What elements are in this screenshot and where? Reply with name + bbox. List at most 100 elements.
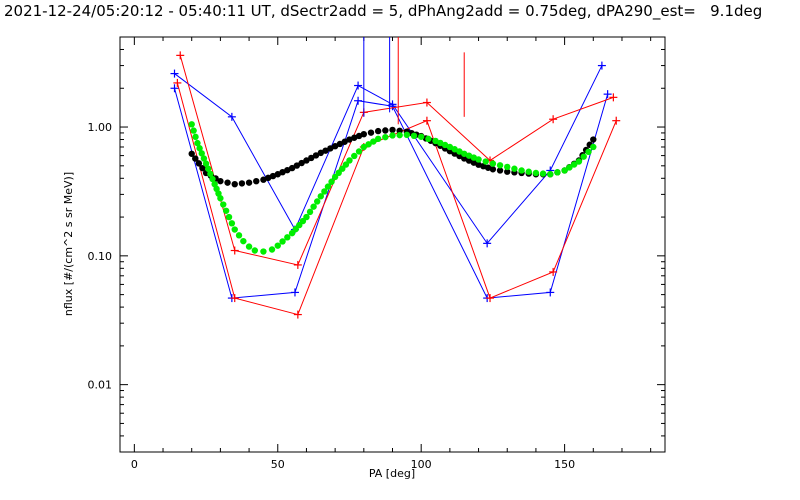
curve-dot [331,142,339,150]
curve-dot [561,167,568,174]
curve-dot [198,150,205,157]
curve-dot [322,147,329,154]
curve-dot [279,238,286,245]
curve-dot [446,143,454,151]
plus-marker [612,116,621,125]
curve-dot [274,171,281,178]
y-axis-ticks: 0.01 0.10 1.00 [88,36,665,453]
curve-dot [298,159,305,167]
curve-dot [425,135,432,143]
curve-dot [456,152,463,160]
curve-dot [314,198,321,205]
plus-marker [354,96,363,105]
curve-dot [253,177,260,185]
curve-dot [470,159,477,166]
series-blue-1 [170,84,612,303]
curve-dot [341,138,348,145]
curve-dot [590,136,597,143]
curve-dot [465,157,473,164]
curve-dot [217,195,224,202]
curve-dot [590,143,597,151]
curve-dot [370,138,377,145]
plus-marker [483,239,492,248]
plus-marker [290,288,299,297]
curve-dot [518,167,525,174]
curve-dot [461,155,468,162]
plus-marker [549,115,558,124]
curve-dot [511,165,518,172]
plus-marker [293,310,302,319]
plus-marker [230,246,239,255]
curve-dot [205,165,212,172]
curve-dot [192,155,199,162]
curve-dot [188,150,195,157]
curve-dot [245,179,253,186]
curve-dot [504,168,511,175]
curve-dot [188,121,195,128]
curve-dot [374,127,382,135]
curve-dot [308,154,315,162]
curve-dot [575,158,583,165]
plus-marker [546,288,555,297]
plus-marker [597,61,606,70]
plus-marker [293,260,302,269]
curve-dot [566,164,573,171]
plus-marker [170,69,179,78]
chart-title: 2021-12-24/05:20:12 - 05:40:11 UT, dSect… [4,2,763,20]
curve-dot [389,132,396,139]
series-red-2 [176,51,618,269]
curve-dot [303,213,310,221]
x-tick-label: 50 [271,458,285,471]
curve-dot [194,139,201,147]
series-line [179,55,614,266]
curve-dot [293,162,301,169]
curve-dot [196,145,203,152]
curve-dot [456,148,463,155]
curve-dot [279,168,286,176]
curve-dot [202,160,210,167]
curve-dot [284,234,291,241]
curve-dot [346,157,353,164]
curve-dot [451,146,458,153]
curve-dot [432,137,439,145]
plus-marker [176,51,185,60]
plus-marker [230,294,239,303]
curve-dot [238,180,246,187]
curve-dot [220,201,227,208]
curve-dot [327,145,334,152]
curve-dot [228,220,236,227]
curve-dot [224,179,231,186]
series-layer [170,37,621,319]
y-axis-label: nflux [#/(cm^2 s sr MeV)] [62,172,75,316]
curve-dot [260,248,267,255]
curve-dot [489,160,497,167]
x-axis-ticks: 0 50 100 150 [131,37,652,471]
curve-dot [303,157,310,164]
curve-dot [489,166,497,173]
curve-dot [235,232,243,239]
plus-marker [354,81,363,90]
curve-dot [324,183,332,190]
plus-marker [609,93,618,102]
curve-dot [382,127,389,134]
curve-dot [192,133,199,141]
curve-dot [274,242,281,249]
curve-dot [195,160,203,167]
plus-marker [227,112,236,121]
curve-dot [410,132,418,140]
curve-dot [245,243,253,250]
curve-dot [288,164,296,172]
plus-marker [422,98,431,107]
curve-dot [475,156,482,163]
curve-dot [382,133,389,141]
curve-dot [496,162,504,169]
curve-dot [225,213,233,221]
curve-dot [417,133,425,140]
y-tick-label: 0.10 [88,250,113,263]
curve-dot [351,152,358,160]
curve-dot [441,141,449,149]
plus-marker [173,78,182,87]
curve-dot [547,171,554,178]
curve-dot [360,143,368,151]
axes-frame [119,36,666,453]
